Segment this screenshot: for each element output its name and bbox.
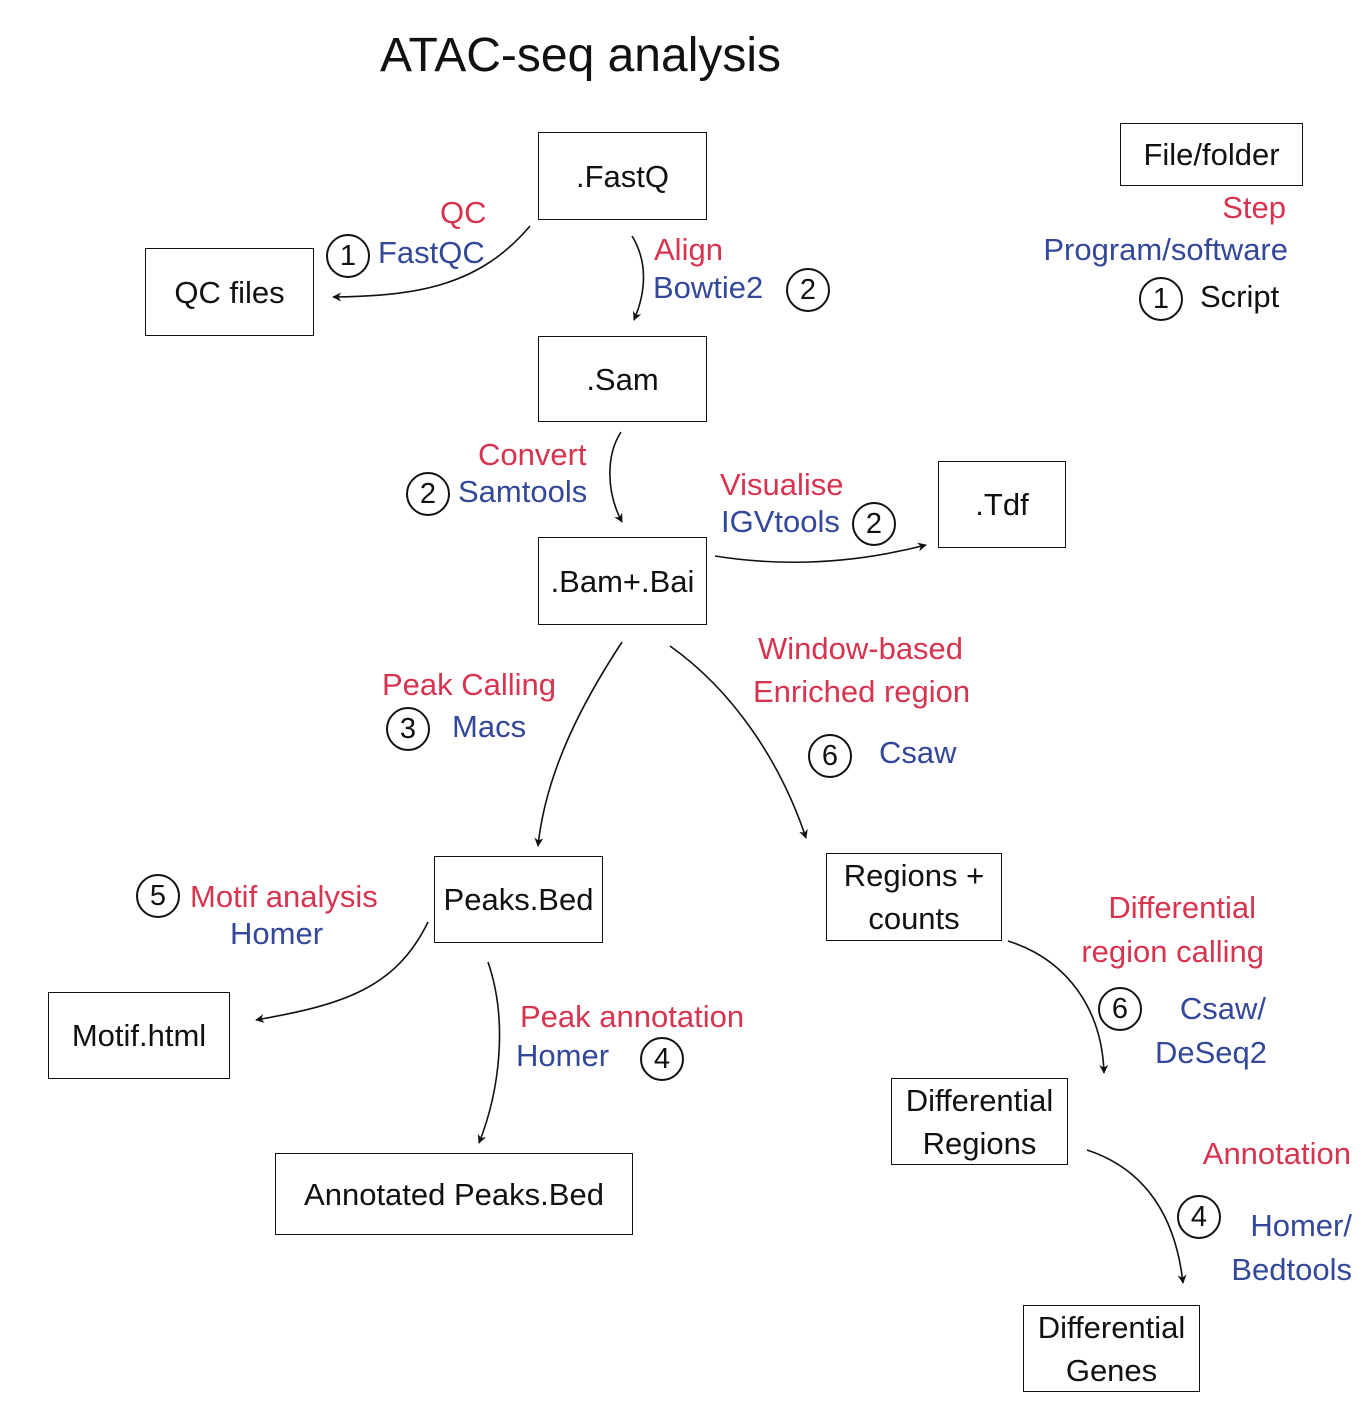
arrow-diffregions-to-diffgenes	[1086, 1149, 1187, 1284]
peak-calling-program-label: Macs	[452, 709, 527, 744]
window-step-label-line2: Enriched region	[753, 674, 971, 709]
fastq-file-label: .FastQ	[575, 158, 669, 194]
annotation-step-label: Annotation	[1202, 1136, 1351, 1171]
diagram-title: ATAC-seq analysis	[380, 29, 782, 82]
peak-calling-step-label: Peak Calling	[382, 667, 557, 702]
sam-file-label: .Sam	[586, 361, 659, 397]
convert-step-label: Convert	[478, 437, 587, 472]
qc-script-number: 1	[326, 234, 370, 278]
arrow-bam-to-regions	[669, 645, 808, 839]
differential-step-label-line1: Differential	[1108, 890, 1256, 925]
visualise-step-label: Visualise	[720, 467, 844, 502]
arrow-sam-to-bam	[609, 431, 623, 523]
convert-script-number: 2	[406, 472, 450, 516]
motif-html-label: Motif.html	[71, 1018, 207, 1053]
arrow-fastq-to-qc	[332, 225, 531, 302]
bam-file-box: .Bam+.Bai	[538, 537, 707, 625]
qc-step-label: QC	[440, 195, 487, 230]
bam-file-label: .Bam+.Bai	[550, 563, 695, 599]
align-step-label: Align	[654, 232, 723, 267]
annotation-program-label-line1: Homer/	[1250, 1208, 1352, 1243]
peak-calling-script-number: 3	[386, 707, 430, 751]
legend-program-label: Program/software	[1043, 232, 1288, 267]
peak-annotation-program-label: Homer	[516, 1038, 610, 1073]
motif-step-label: Motif analysis	[190, 879, 378, 914]
arrow-bam-to-peaks	[534, 641, 623, 847]
legend-file-label: File/folder	[1143, 137, 1280, 172]
legend-file-box: File/folder	[1120, 123, 1303, 186]
legend-script-number: 1	[1139, 277, 1183, 321]
window-program-label: Csaw	[879, 735, 957, 770]
differential-regions-label-line1: Differential	[905, 1082, 1054, 1118]
differential-program-label-line1: Csaw/	[1179, 991, 1266, 1026]
annotation-script-number: 4	[1177, 1195, 1221, 1239]
qc-files-label: QC files	[174, 274, 285, 310]
visualise-script-number: 2	[852, 502, 896, 546]
align-program-label: Bowtie2	[653, 270, 764, 305]
arrow-peaks-to-motif	[255, 921, 429, 1024]
convert-program-label: Samtools	[458, 474, 588, 509]
annotated-peaks-label: Annotated Peaks.Bed	[304, 1176, 604, 1212]
annotated-peaks-box: Annotated Peaks.Bed	[275, 1153, 633, 1235]
regions-counts-label-line1: Regions +	[843, 858, 985, 893]
motif-html-box: Motif.html	[48, 992, 230, 1079]
arrow-peaks-to-annotated	[477, 961, 501, 1144]
legend-script-label: Script	[1200, 279, 1280, 314]
regions-counts-label-line2: counts	[868, 901, 960, 936]
differential-program-label-line2: DeSeq2	[1154, 1035, 1267, 1070]
motif-script-number: 5	[136, 874, 180, 918]
peaks-bed-box: Peaks.Bed	[434, 856, 603, 943]
differential-regions-box: Differential Regions	[891, 1078, 1068, 1165]
qc-files-box: QC files	[145, 248, 314, 336]
differential-genes-label-line2: Genes	[1065, 1352, 1158, 1388]
differential-genes-label-line1: Differential	[1037, 1309, 1186, 1345]
peaks-bed-label: Peaks.Bed	[443, 882, 594, 917]
differential-script-number: 6	[1098, 987, 1142, 1031]
annotation-program-label-line2: Bedtools	[1231, 1252, 1352, 1287]
arrow-bam-to-tdf	[714, 542, 927, 564]
tdf-file-label: .Tdf	[975, 487, 1029, 522]
motif-program-label: Homer	[230, 916, 324, 951]
sam-file-box: .Sam	[538, 336, 707, 422]
arrow-regions-to-diffregions	[1007, 940, 1109, 1074]
tdf-file-box: .Tdf	[938, 461, 1066, 548]
visualise-program-label: IGVtools	[721, 504, 840, 539]
arrow-fastq-to-sam	[631, 235, 645, 321]
window-script-number: 6	[808, 734, 852, 778]
fastq-file-box: .FastQ	[538, 132, 707, 220]
legend-step-label: Step	[1222, 190, 1286, 225]
align-script-number: 2	[786, 268, 830, 312]
differential-step-label-line2: region calling	[1081, 934, 1264, 969]
peak-annotation-step-label: Peak annotation	[520, 999, 745, 1034]
qc-program-label: FastQC	[378, 235, 485, 270]
regions-counts-box: Regions + counts	[826, 853, 1002, 941]
differential-regions-label-line2: Regions	[922, 1125, 1037, 1161]
differential-genes-box: Differential Genes	[1023, 1305, 1200, 1392]
peak-annotation-script-number: 4	[640, 1037, 684, 1081]
window-step-label-line1: Window-based	[758, 631, 964, 666]
